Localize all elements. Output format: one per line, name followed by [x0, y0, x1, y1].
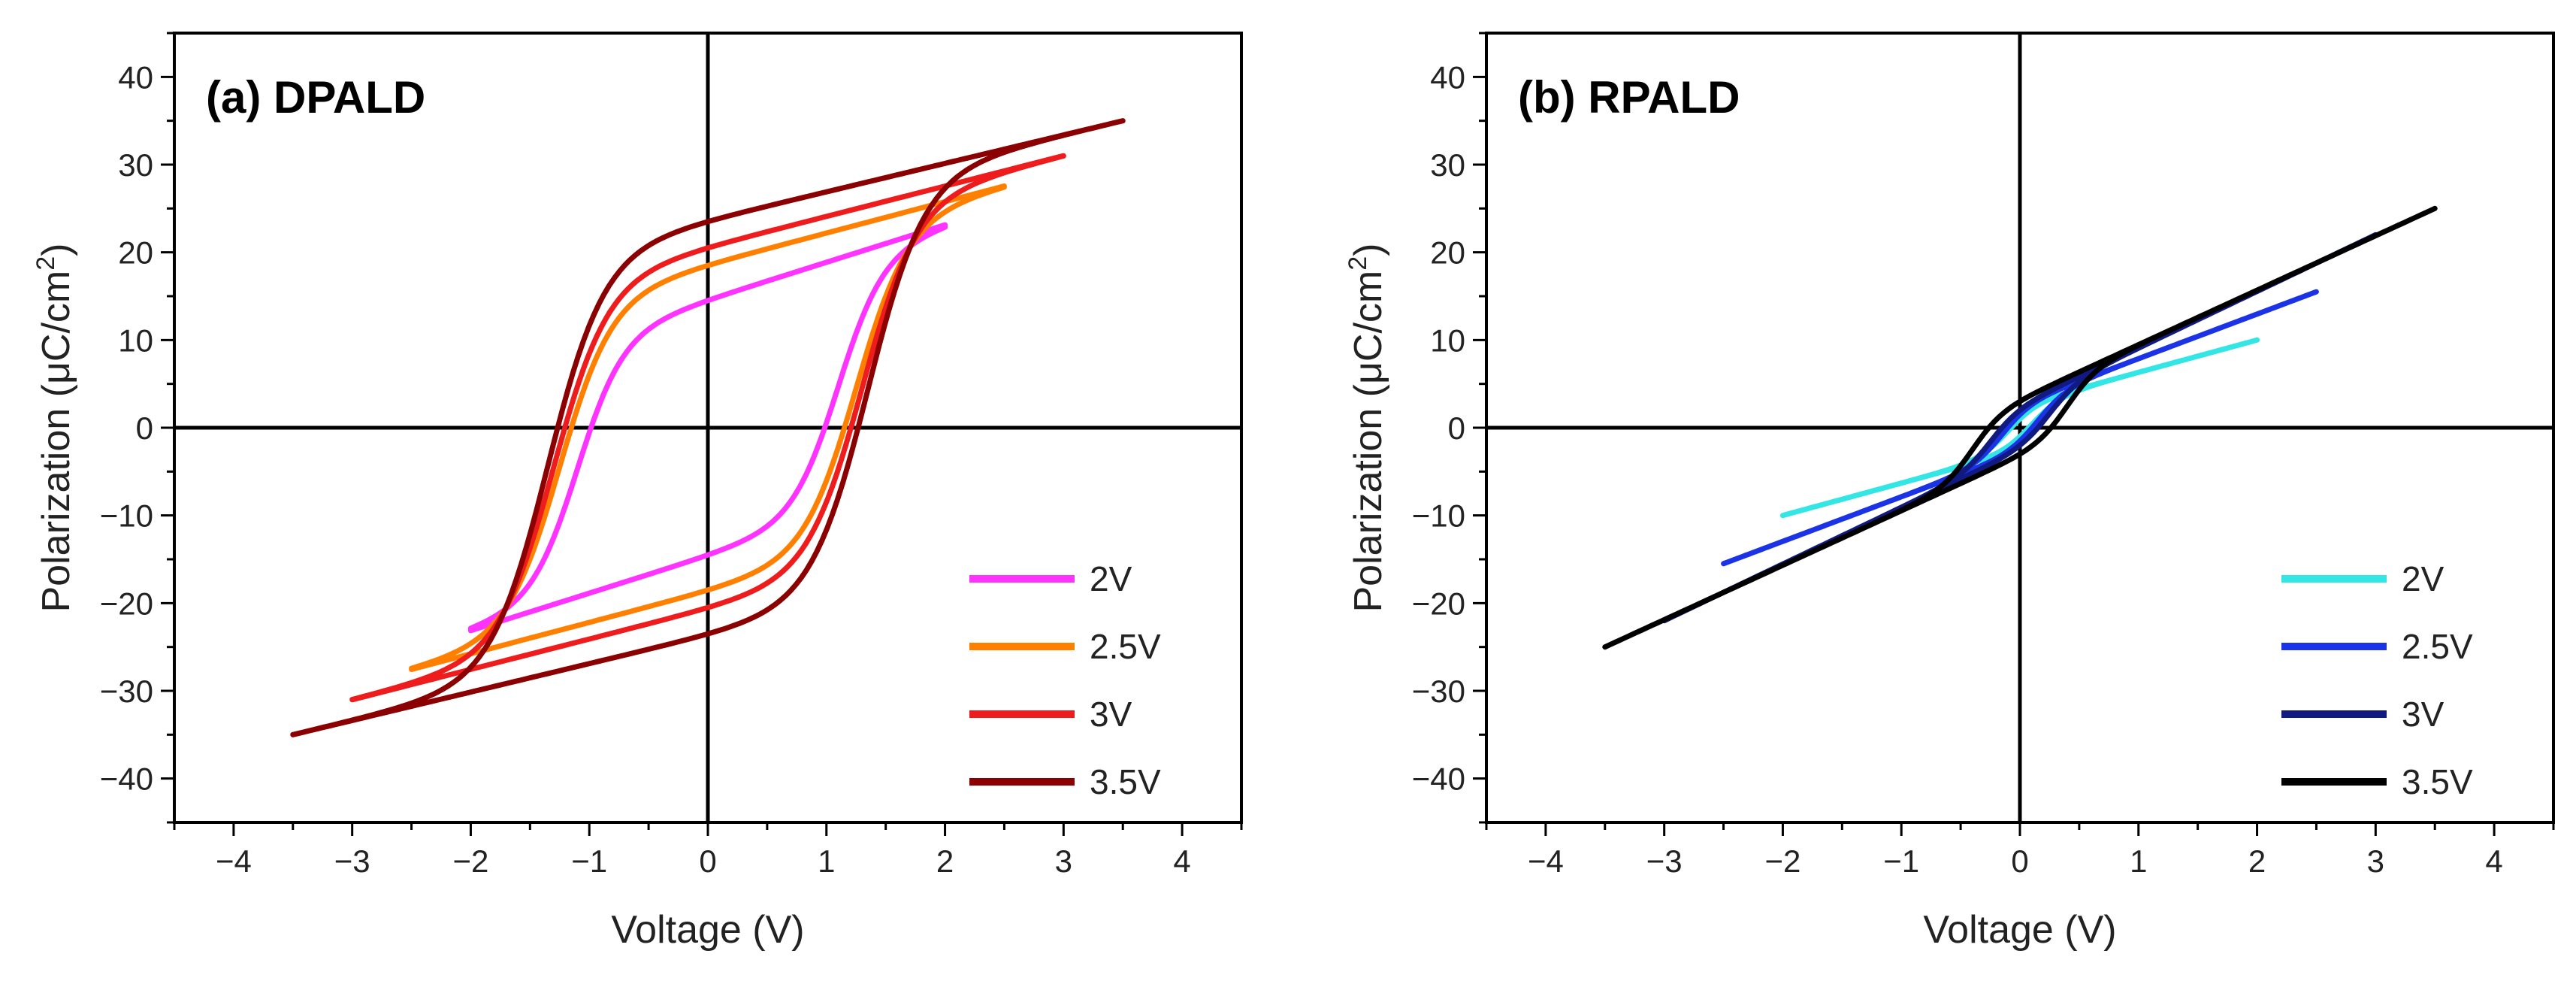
x-axis-title: Voltage (V): [1923, 908, 2116, 952]
x-tick-label: −2: [1764, 843, 1800, 879]
legend-label: 2.5V: [1090, 627, 1161, 666]
y-tick-label: 40: [1430, 59, 1465, 95]
chart-panel-0: −4 −3 −2 −1 0 1 2 3 4−40−30−20−10010203040Voltag…: [32, 32, 1243, 952]
chart-panel-1: −4 −3 −2 −1 0 1 2 3 4−40−30−20−10010203040Voltag…: [1344, 32, 2555, 952]
y-tick-label: −40: [100, 761, 153, 797]
y-tick-label: 10: [1430, 322, 1465, 358]
legend-label: 2.5V: [2402, 627, 2473, 666]
y-axis-title-superscript: 2: [1344, 256, 1372, 271]
y-axis-title-end: ): [35, 244, 78, 256]
y-axis-title: Polarization (μC/cm2): [1344, 244, 1390, 613]
x-tick-label: 2: [2248, 843, 2266, 879]
y-tick-label: 0: [1448, 410, 1465, 446]
y-tick-label: 10: [118, 322, 153, 358]
y-tick-label: −10: [1412, 498, 1465, 534]
legend-label: 3.5V: [2402, 762, 2473, 801]
y-tick-label: −20: [1412, 586, 1465, 621]
x-tick-label: 0: [2011, 843, 2028, 879]
series-loop-2V: [467, 222, 948, 634]
y-tick-label: −30: [100, 674, 153, 709]
x-tick-label: −3: [1646, 843, 1683, 879]
y-tick-label: 20: [1430, 235, 1465, 271]
y-tick-label: 40: [118, 59, 153, 95]
series-loop-2V: [1779, 337, 2260, 519]
y-tick-label: −20: [100, 586, 153, 621]
y-axis-title-main: Polarization (μC/cm: [1347, 271, 1390, 613]
y-tick-label: −40: [1412, 761, 1465, 797]
legend-label: 3.5V: [1090, 762, 1161, 801]
y-tick-label: 20: [118, 235, 153, 271]
x-tick-label: 1: [818, 843, 835, 879]
x-tick-label: −3: [334, 843, 370, 879]
x-tick-label: 3: [2367, 843, 2384, 879]
series-loop-25V: [1721, 289, 2319, 567]
x-tick-label: 4: [1173, 843, 1190, 879]
legend: 2V 2.5V 3V 3.5V: [2281, 559, 2473, 801]
y-tick-label: 0: [136, 410, 153, 446]
x-tick-label: 2: [936, 843, 954, 879]
legend: 2V 2.5V 3V 3.5V: [969, 559, 1161, 801]
series-loop-25V: [409, 183, 1007, 672]
legend-label: 2V: [2402, 559, 2444, 598]
x-tick-label: 4: [2485, 843, 2502, 879]
x-tick-label: −2: [452, 843, 488, 879]
y-tick-label: −30: [1412, 674, 1465, 709]
y-axis-title-end: ): [1347, 244, 1390, 256]
x-tick-label: 1: [2130, 843, 2147, 879]
legend-label: 2V: [1090, 559, 1132, 598]
y-tick-label: 30: [1430, 147, 1465, 183]
x-tick-label: −4: [1528, 843, 1564, 879]
x-tick-label: −1: [571, 843, 607, 879]
legend-label: 3V: [2402, 695, 2444, 734]
series-loop-35V: [1602, 205, 2438, 650]
series-loop-35V: [290, 118, 1126, 737]
x-tick-label: −4: [216, 843, 252, 879]
x-tick-label: 0: [699, 843, 716, 879]
x-tick-label: −1: [1883, 843, 1919, 879]
y-axis-title-superscript: 2: [32, 256, 60, 271]
panel-title: (b) RPALD: [1518, 72, 1740, 123]
y-tick-label: −10: [100, 498, 153, 534]
series-loop-3V: [349, 153, 1066, 703]
y-tick-label: 30: [118, 147, 153, 183]
legend-label: 3V: [1090, 695, 1132, 734]
y-axis-title-main: Polarization (μC/cm: [35, 271, 78, 613]
x-axis-title: Voltage (V): [611, 908, 804, 952]
y-axis-title: Polarization (μC/cm2): [32, 244, 78, 613]
x-tick-label: 3: [1055, 843, 1072, 879]
panel-title: (a) DPALD: [206, 72, 425, 123]
